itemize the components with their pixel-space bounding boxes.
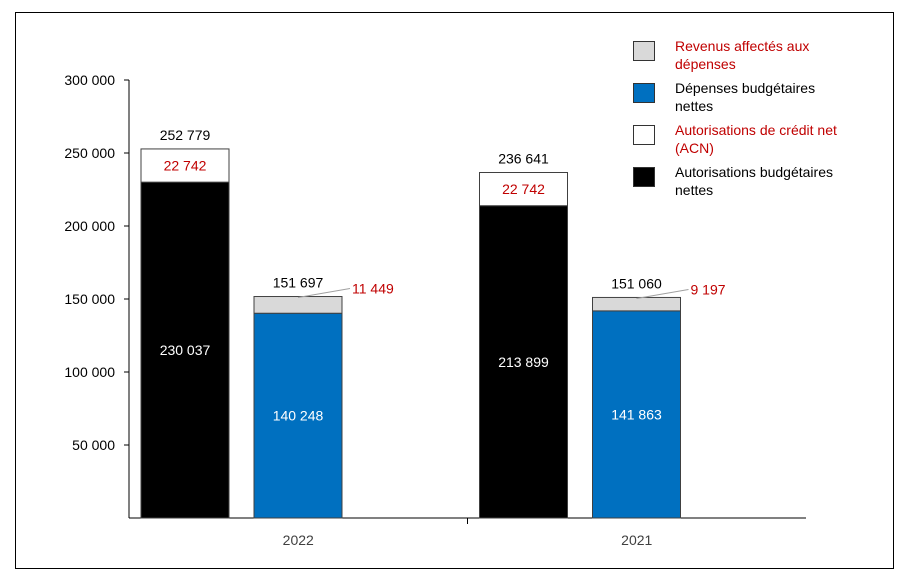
x-tick-label: 2022 [283, 532, 314, 548]
bar-segment [479, 205, 568, 519]
legend-item: Dépenses budgétaires nettes [633, 79, 853, 115]
data-label: 140 248 [273, 408, 324, 424]
total-label: 252 779 [160, 127, 211, 143]
y-tick-label: 100 000 [64, 364, 115, 380]
data-label: 22 742 [164, 158, 207, 174]
bar-segment [140, 181, 230, 519]
bar-segment [253, 296, 343, 314]
y-tick-label: 250 000 [64, 145, 115, 161]
data-label: 141 863 [611, 406, 662, 422]
legend-item: Revenus affectés aux dépenses [633, 37, 853, 73]
y-tick-label: 50 000 [72, 437, 115, 453]
legend-label: Autorisations budgétaires nettes [675, 164, 833, 198]
data-label: 22 742 [502, 181, 545, 197]
legend: Revenus affectés aux dépenses Dépenses b… [633, 37, 853, 205]
y-tick-label: 150 000 [64, 291, 115, 307]
bar-segment [253, 312, 343, 519]
bar-segment [479, 172, 568, 207]
y-tick-label: 300 000 [64, 72, 115, 88]
legend-item: Autorisations de crédit net (ACN) [633, 121, 853, 157]
data-label-leader [297, 288, 351, 299]
data-label: 9 197 [691, 281, 726, 297]
data-label: 230 037 [160, 342, 211, 358]
data-label: 213 899 [498, 354, 549, 370]
data-label: 11 449 [352, 281, 394, 297]
bar-segment [140, 148, 230, 183]
legend-swatch [633, 125, 655, 145]
legend-label: Dépenses budgétaires nettes [675, 80, 816, 114]
data-label-leader [636, 288, 689, 299]
legend-swatch [633, 83, 655, 103]
legend-swatch [633, 167, 655, 187]
chart-frame [15, 12, 894, 569]
legend-label: Autorisations de crédit net (ACN) [675, 122, 837, 156]
legend-swatch [633, 41, 655, 61]
total-label: 151 697 [273, 275, 324, 291]
x-tick-label: 2021 [621, 532, 652, 548]
y-tick-label: 200 000 [64, 218, 115, 234]
legend-item: Autorisations budgétaires nettes [633, 163, 853, 199]
bar-segment [592, 296, 681, 312]
total-label: 236 641 [498, 151, 549, 167]
total-label: 151 060 [611, 275, 662, 291]
legend-label: Revenus affectés aux dépenses [675, 38, 810, 72]
